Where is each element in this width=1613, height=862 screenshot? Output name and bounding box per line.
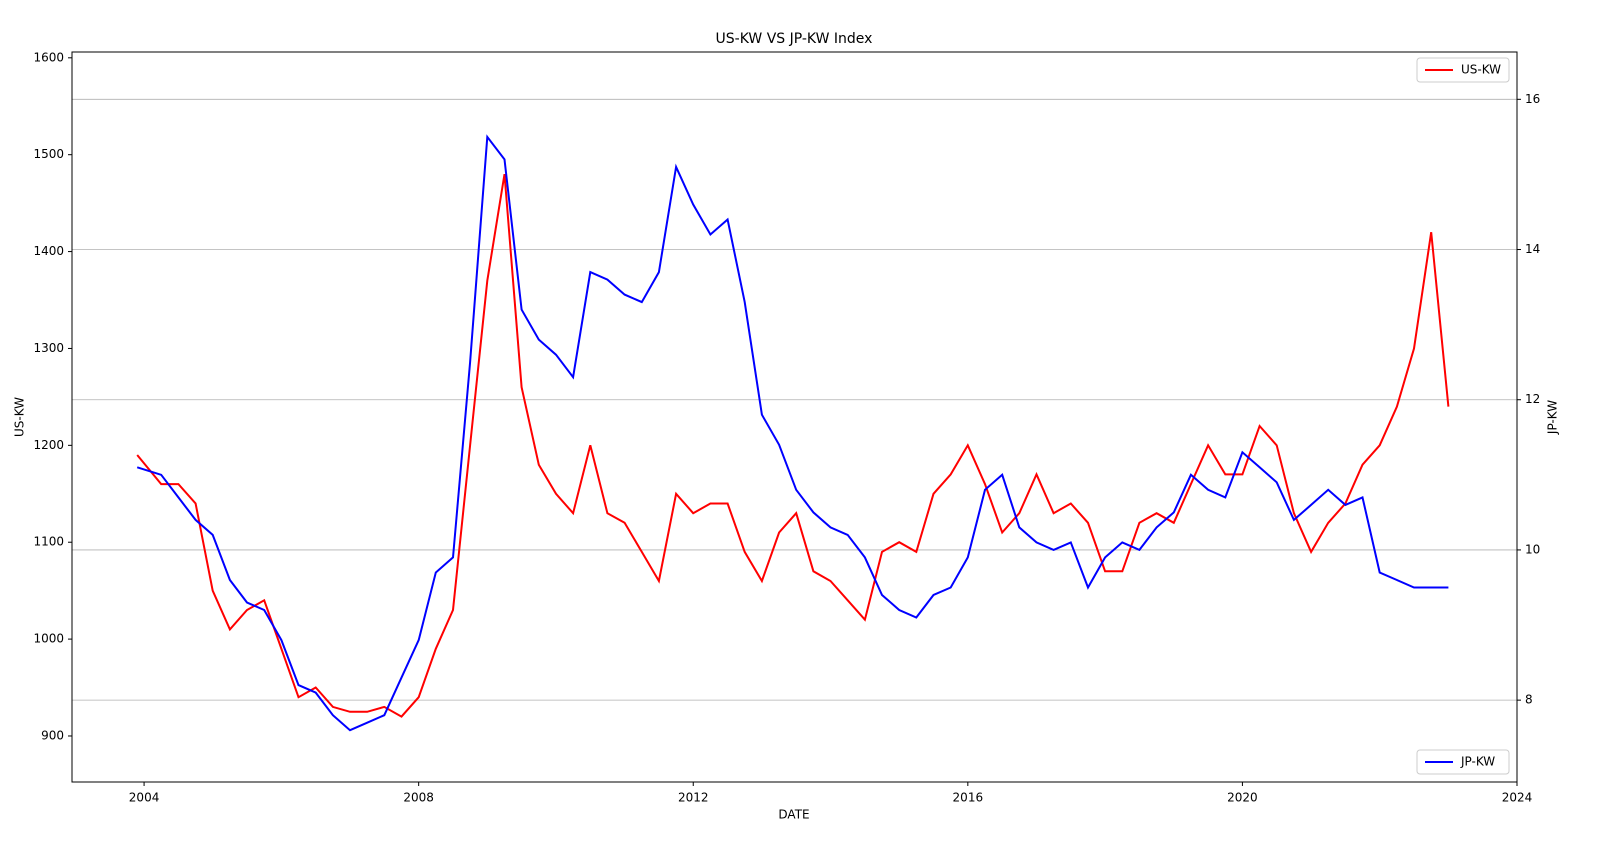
y-tick-label: 1300 [33, 341, 64, 355]
chart-title: US-KW VS JP-KW Index [716, 31, 873, 47]
legend-label: JP-KW [1460, 755, 1495, 769]
y-tick-label: 1000 [33, 632, 64, 646]
y2-tick-label: 16 [1525, 92, 1540, 106]
x-axis-label: DATE [778, 808, 809, 822]
legend-box [1416, 749, 1510, 775]
x-tick-label: 2012 [678, 791, 709, 805]
plot-frame [71, 51, 1518, 783]
data-line [136, 173, 1450, 718]
y2-tick-label: 10 [1525, 542, 1540, 556]
y-tick-label: 1200 [33, 438, 64, 452]
y-tick-label: 1400 [33, 244, 64, 258]
data-line [136, 134, 1449, 732]
y-tick-label: 1600 [33, 50, 64, 64]
y2-tick-label: 14 [1525, 242, 1540, 256]
x-tick-label: 2016 [953, 791, 984, 805]
y-tick-label: 1500 [33, 147, 64, 161]
y-tick-label: 900 [41, 728, 64, 742]
x-tick-label: 2020 [1227, 791, 1258, 805]
x-tick-label: 2004 [129, 791, 160, 805]
y2-axis-label: JP-KW [1546, 400, 1560, 435]
x-tick-label: 2008 [403, 791, 434, 805]
y2-tick-label: 12 [1525, 392, 1540, 406]
y-axis-label: US-KW [13, 397, 27, 437]
legend-box [1416, 57, 1510, 83]
legend-label: US-KW [1461, 63, 1501, 77]
x-tick-label: 2024 [1502, 791, 1533, 805]
y-tick-label: 1100 [33, 535, 64, 549]
y2-tick-label: 8 [1525, 693, 1533, 707]
